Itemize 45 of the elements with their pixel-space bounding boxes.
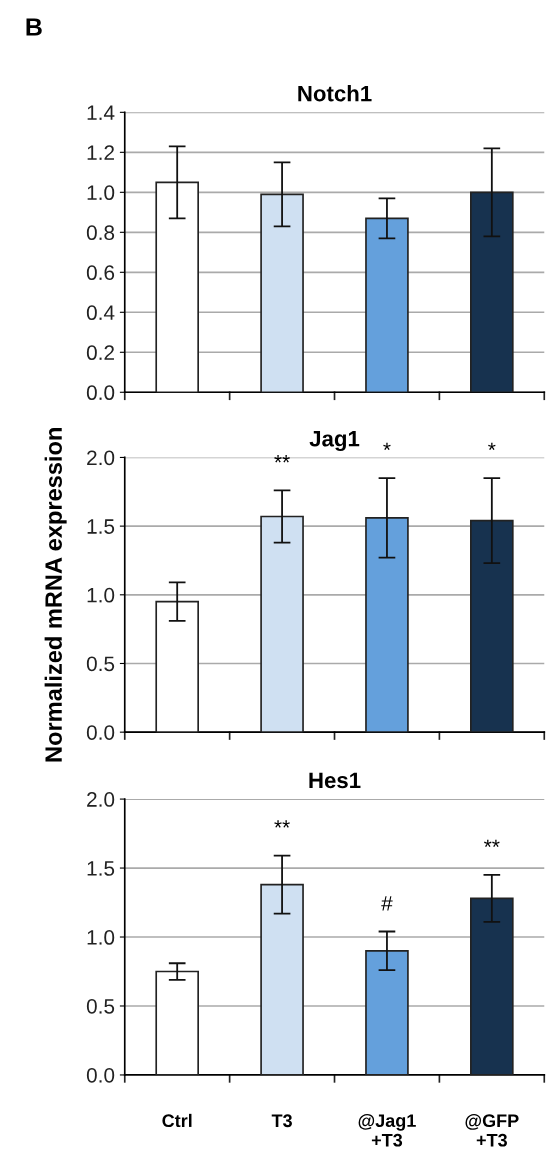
bar xyxy=(260,515,304,733)
y-tick-label: 0.0 xyxy=(86,385,115,401)
y-tick-label: 1.0 xyxy=(87,185,115,201)
text: B xyxy=(26,18,42,36)
chart-title: Hes1 xyxy=(309,772,361,789)
y-tick-label: 1.0 xyxy=(87,587,115,603)
y-tick-label: 0.5 xyxy=(86,656,115,672)
y-tick-label: 0.4 xyxy=(86,305,115,321)
bar xyxy=(470,191,514,393)
bar xyxy=(470,897,514,1075)
bar xyxy=(365,517,409,733)
bar xyxy=(260,193,304,393)
y-tick-label: 0.0 xyxy=(86,1067,115,1083)
bar xyxy=(365,217,409,393)
y-tick-label: 1.5 xyxy=(87,861,115,876)
annotation: ** xyxy=(484,839,500,847)
x-tick-label: @GFP +T3 xyxy=(465,1114,519,1147)
y-tick-label: 1.2 xyxy=(87,145,114,160)
bar xyxy=(155,600,200,733)
annotation: * xyxy=(488,442,496,451)
y-tick-label: 1.4 xyxy=(87,105,115,120)
chart-title: Jag1 xyxy=(309,431,360,452)
bar xyxy=(155,970,200,1075)
y-tick-label: 2.0 xyxy=(87,450,115,466)
bar xyxy=(260,883,304,1075)
x-tick-label: T3 xyxy=(271,1114,292,1128)
y-tick-label: 0.0 xyxy=(86,725,115,740)
annotation: ** xyxy=(274,455,290,463)
annotation: * xyxy=(383,442,391,451)
y-tick-label: 2.0 xyxy=(87,792,115,807)
chart-title: Notch1 xyxy=(298,85,372,102)
y-tick-label: 0.6 xyxy=(86,265,115,281)
x-tick-label: Ctrl xyxy=(162,1113,192,1128)
bar xyxy=(365,949,409,1075)
y-axis-title: Normalized mRNA expression xyxy=(44,428,67,762)
y-tick-label: 0.2 xyxy=(86,345,114,361)
y-tick-label: 0.5 xyxy=(86,998,115,1014)
y-tick-label: 0.8 xyxy=(86,225,115,241)
bar xyxy=(155,181,200,393)
y-tick-label: 1.5 xyxy=(87,519,115,534)
annotation: ** xyxy=(274,820,290,828)
bar xyxy=(470,519,514,733)
annotation: # xyxy=(381,896,393,911)
y-tick-label: 1.0 xyxy=(87,930,115,945)
x-tick-label: @Jag1 +T3 xyxy=(358,1114,416,1147)
